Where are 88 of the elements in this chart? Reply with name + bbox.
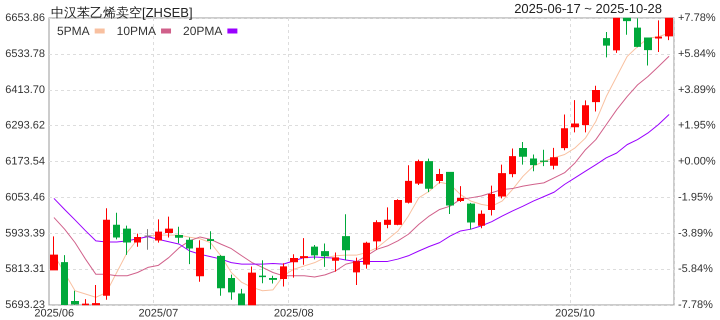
candlestick (207, 230, 214, 250)
candlestick (530, 154, 537, 172)
candlestick (519, 141, 527, 166)
y2-tick-label: -5.84% (678, 263, 714, 276)
candlestick (332, 252, 339, 272)
candlestick (603, 32, 610, 58)
candlestick (561, 114, 568, 151)
candlestick (571, 100, 579, 133)
candlestick (238, 288, 245, 306)
candlestick (623, 18, 631, 36)
candlestick (582, 100, 589, 133)
candlestick (82, 298, 89, 306)
text: 2025-06-17 ~ 2025-10-28 (514, 1, 662, 16)
candlestick (61, 254, 68, 306)
candlestick (509, 148, 516, 178)
candlestick (550, 147, 558, 170)
candlestick (311, 244, 318, 260)
candlestick (269, 275, 277, 284)
candlestick (134, 233, 141, 248)
candlestick (248, 266, 256, 306)
candlestick (92, 284, 100, 306)
chart-title: 中汉苯乙烯卖空[ZHSEB] (51, 5, 193, 20)
candlestick (123, 225, 131, 256)
y-tick-label: 6053.46 (5, 191, 45, 204)
candlestick (634, 18, 641, 48)
y2-tick-label: +1.95% (678, 120, 716, 132)
candlestick (50, 236, 58, 271)
candlestick (415, 159, 423, 186)
candlestick (113, 212, 120, 240)
candlestick (488, 185, 495, 216)
y-tick-label: 6653.86 (5, 12, 45, 24)
candlestick (540, 149, 548, 167)
x-tick-label: 2025/08 (274, 308, 314, 320)
legend-label: 5PMA (56, 24, 90, 38)
candlestick (217, 254, 225, 296)
candlestick (665, 18, 673, 41)
x-tick-label: 2025/07 (138, 308, 178, 320)
candlestick (436, 168, 443, 184)
candlestick (280, 262, 287, 288)
line-series (54, 114, 670, 265)
y2-tick-label: -3.89% (678, 227, 714, 240)
candlestick (457, 186, 464, 202)
candlestick (290, 254, 298, 278)
candlestick (71, 290, 79, 304)
candlestick (144, 228, 152, 250)
legend-label: 20PMA (183, 24, 222, 38)
candlestick (446, 172, 454, 214)
candlestick (186, 237, 193, 265)
candlestick (259, 260, 266, 284)
candlestick (165, 216, 173, 238)
y2-tick-label: +7.78% (678, 12, 716, 24)
candlestick (321, 243, 329, 268)
y-tick-label: 6413.70 (5, 84, 45, 96)
candlestick (363, 241, 370, 270)
y2-tick-label: -1.95% (678, 191, 714, 204)
y-tick-label: 6173.54 (5, 156, 45, 168)
candlestick (592, 85, 600, 112)
y-tick-label: 5933.39 (5, 227, 45, 240)
candlestick (155, 218, 162, 244)
candlestick (644, 37, 652, 66)
candlestick (300, 238, 308, 266)
candlestick (498, 164, 506, 199)
candlestick (467, 202, 475, 230)
y2-tick-label: -7.78% (678, 299, 714, 311)
y-tick-label: 6293.62 (5, 120, 45, 132)
candlestick (196, 240, 204, 282)
candlestick (175, 226, 183, 244)
y2-tick-label: +5.84% (678, 48, 716, 60)
candlestick (228, 274, 235, 300)
candlestick (394, 198, 402, 226)
x-tick-label: 2025/10 (555, 308, 595, 320)
y2-tick-label: +3.89% (678, 84, 716, 96)
candlestick (405, 164, 412, 204)
candlestick (478, 210, 485, 229)
candlestick (384, 206, 391, 229)
y-tick-label: 5813.31 (5, 263, 45, 276)
candlestick (613, 18, 620, 54)
candlestick (425, 158, 433, 193)
candlestick (342, 214, 350, 260)
candlestick (103, 208, 110, 300)
line-series (54, 56, 670, 278)
candlestick (353, 257, 360, 286)
candlestick (373, 220, 381, 250)
legend-label: 10PMA (116, 24, 156, 38)
x-tick-label: 2025/06 (34, 308, 74, 320)
y-tick-label: 6533.78 (5, 48, 45, 60)
y2-tick-label: +0.00% (678, 156, 716, 168)
candlestick (655, 20, 662, 53)
